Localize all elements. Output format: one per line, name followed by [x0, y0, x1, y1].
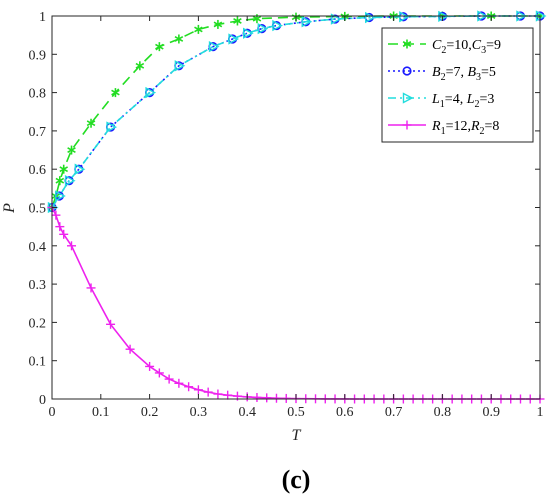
- legend-entry: C2=10,C3=9: [388, 38, 501, 56]
- data-point: [164, 374, 174, 384]
- data-point: [262, 393, 272, 403]
- data-point: [257, 22, 269, 35]
- data-point: [155, 42, 164, 52]
- ticks-layer: 0 0.1 0.2 0.3 0.4 0.5 0.6 0.7 0.8 0.9 1 0 0.1 0.2 0.3 0…: [29, 10, 544, 420]
- x-tick-label: 0.6: [336, 405, 354, 420]
- data-point: [55, 222, 65, 232]
- x-tick-label: 0.9: [482, 405, 500, 420]
- data-point: [399, 11, 410, 23]
- x-tick-label: 0.7: [385, 405, 403, 420]
- y-axis-label: P: [1, 203, 18, 214]
- data-point: [154, 368, 164, 378]
- data-point: [272, 19, 283, 32]
- y-tick-label: 0.3: [29, 278, 47, 293]
- x-tick-label: 0.8: [434, 405, 452, 420]
- y-tick-label: 0.2: [29, 316, 47, 331]
- data-point: [203, 387, 213, 397]
- data-point: [125, 344, 135, 354]
- legend: C2=10,C3=9 B2=7, B3=5 L1=4, L2=3 R1=12,R2=8: [381, 27, 534, 143]
- y-tick-label: 0.6: [29, 163, 47, 178]
- data-point: [184, 382, 194, 392]
- data-point: [55, 176, 65, 186]
- data-point: [106, 319, 116, 329]
- series-line: [51, 15, 540, 208]
- data-point: [228, 33, 240, 45]
- x-tick-label: 0.4: [238, 405, 256, 420]
- data-point: [193, 385, 203, 395]
- data-point: [174, 378, 184, 388]
- y-tick-label: 0.9: [29, 48, 47, 63]
- data-point: [281, 393, 291, 403]
- data-point: [51, 210, 61, 220]
- data-point: [301, 16, 313, 28]
- data-point: [55, 190, 66, 202]
- x-tick-label: 0.1: [92, 405, 110, 420]
- data-point: [208, 40, 220, 53]
- x-tick-label: 0.2: [141, 405, 159, 420]
- y-tick-label: 0.7: [29, 125, 47, 140]
- legend-entry: B2=7, B3=5: [388, 65, 496, 83]
- data-point: [223, 390, 233, 400]
- legend-entry: L1=4, L2=3: [388, 92, 494, 110]
- data-point: [67, 145, 76, 155]
- data-point: [402, 39, 412, 49]
- y-tick-label: 0.4: [29, 240, 47, 255]
- data-point: [174, 34, 184, 44]
- data-point: [233, 16, 242, 26]
- data-point: [174, 60, 186, 72]
- data-point: [111, 88, 120, 98]
- data-point: [106, 121, 118, 133]
- data-point: [213, 389, 223, 399]
- x-tick-label: 0: [49, 405, 56, 420]
- data-point: [59, 164, 69, 174]
- legend-label: C2=10,C3=9: [432, 38, 501, 56]
- data-point: [242, 27, 254, 39]
- y-tick-label: 0.1: [29, 355, 47, 370]
- data-point: [330, 13, 342, 25]
- data-point: [402, 92, 414, 104]
- legend-label: R1=12,R2=8: [431, 119, 499, 137]
- y-tick-label: 0: [39, 393, 46, 408]
- x-tick-label: 0.5: [287, 405, 305, 420]
- legend-entry: R1=12,R2=8: [388, 119, 499, 137]
- data-point: [86, 118, 96, 128]
- data-point: [194, 24, 203, 34]
- data-point: [271, 393, 281, 403]
- data-point: [252, 392, 262, 402]
- y-tick-label: 0.5: [29, 202, 47, 217]
- data-point: [135, 61, 145, 71]
- data-point: [213, 19, 223, 29]
- data-point: [64, 175, 76, 187]
- data-point: [86, 283, 96, 293]
- x-axis-label: T: [292, 427, 302, 444]
- data-point: [59, 229, 69, 239]
- data-point: [67, 241, 77, 251]
- legend-label: L1=4, L2=3: [431, 92, 494, 110]
- y-tick-label: 0.8: [29, 87, 47, 102]
- x-tick-label: 1: [537, 405, 544, 420]
- data-point: [74, 163, 86, 175]
- data-point: [145, 86, 157, 99]
- data-point: [402, 120, 412, 130]
- figure-caption: (c): [282, 465, 311, 494]
- data-point: [365, 11, 376, 24]
- y-tick-label: 1: [39, 10, 46, 25]
- x-tick-label: 0.3: [190, 405, 208, 420]
- data-point: [402, 66, 412, 76]
- legend-label: B2=7, B3=5: [432, 65, 496, 83]
- data-point: [145, 361, 155, 371]
